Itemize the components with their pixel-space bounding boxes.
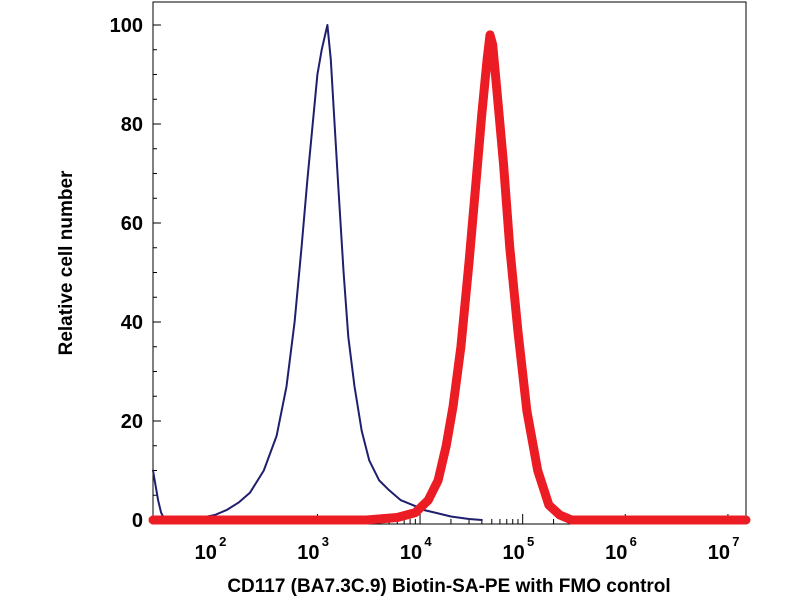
series-layer: [148, 24, 751, 525]
y-tick-label: 60: [121, 213, 143, 235]
y-tick-label: 80: [121, 114, 143, 136]
x-tick-label: 107: [708, 534, 740, 564]
x-tick-exponent: 3: [322, 534, 329, 549]
x-tick-base: 10: [503, 542, 525, 564]
x-tick-base: 10: [708, 542, 730, 564]
x-tick-base: 10: [400, 542, 422, 564]
x-tick-exponent: 7: [732, 534, 739, 549]
y-tick-label: 20: [121, 411, 143, 433]
x-tick-label: 102: [195, 534, 227, 564]
x-tick-label: 103: [297, 534, 329, 564]
x-axis-title: CD117 (BA7.3C.9) Biotin-SA-PE with FMO c…: [227, 576, 670, 597]
x-tick-label: 106: [605, 534, 637, 564]
y-tick-label: 100: [110, 15, 143, 37]
series-line-1: [152, 24, 483, 521]
x-tick-label: 105: [503, 534, 535, 564]
y-tick-label: 40: [121, 312, 143, 334]
x-tick-exponent: 6: [630, 534, 637, 549]
y-axis-title: Relative cell number: [56, 170, 77, 355]
y-tick-label: 0: [132, 510, 143, 532]
y-axis-ticks: 0 20 40 60 80 100: [110, 15, 161, 532]
x-tick-label: 104: [400, 534, 433, 564]
x-tick-base: 10: [297, 542, 319, 564]
x-tick-base: 10: [605, 542, 627, 564]
x-tick-base: 10: [195, 542, 217, 564]
series-line-2: [148, 30, 751, 525]
x-tick-exponent: 4: [424, 534, 432, 549]
plot-frame: [152, 1, 747, 525]
x-tick-exponent: 2: [219, 534, 226, 549]
x-tick-exponent: 5: [527, 534, 534, 549]
